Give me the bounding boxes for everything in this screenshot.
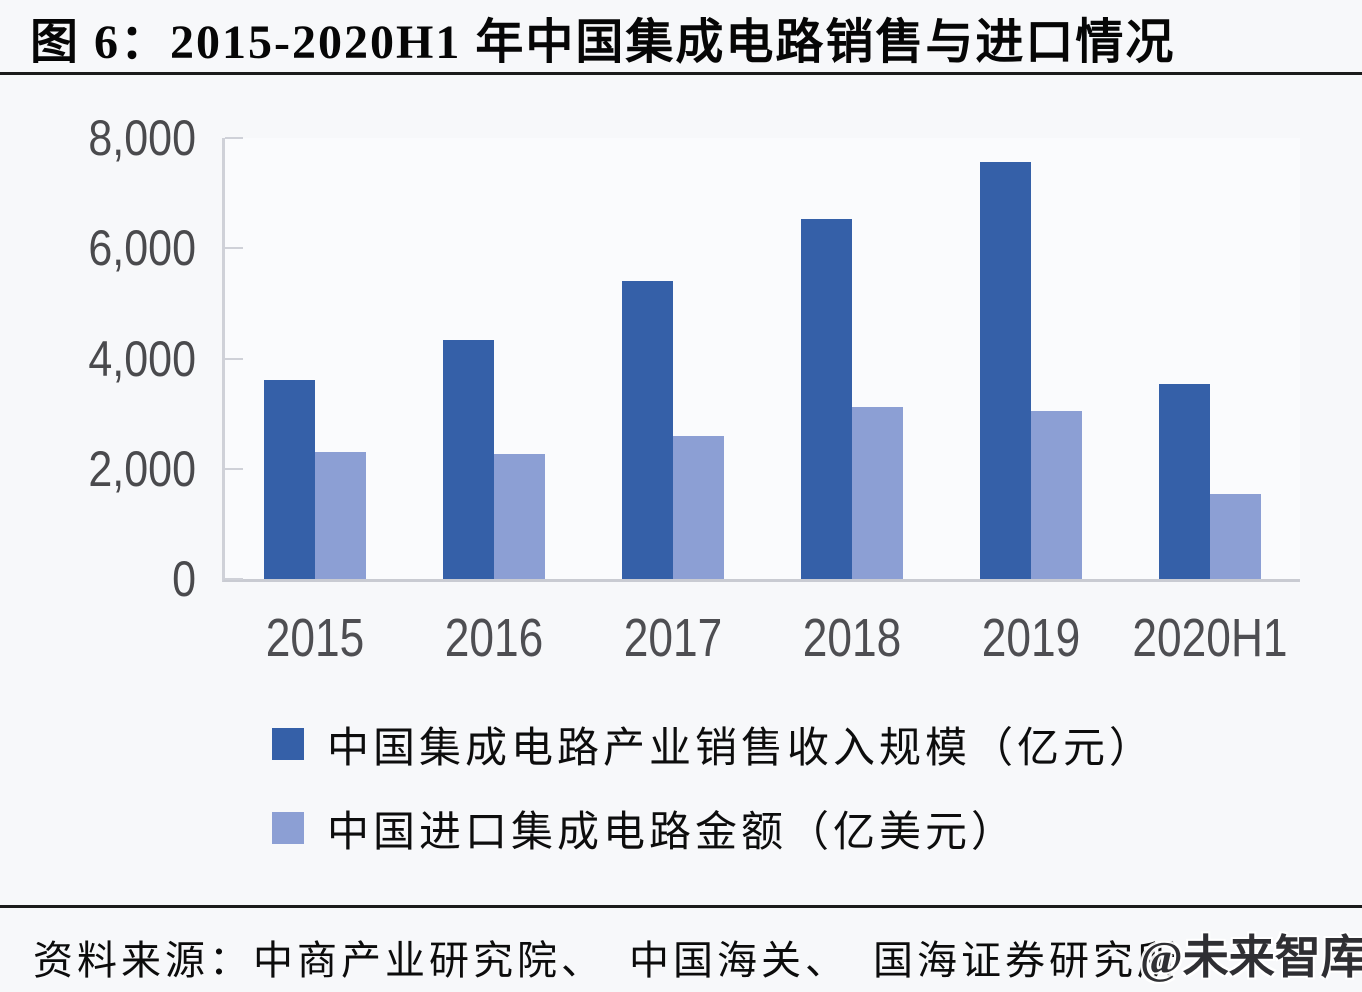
legend-item-sales: 中国集成电路产业销售收入规模（亿元） xyxy=(272,712,1155,776)
chart-legend: 中国集成电路产业销售收入规模（亿元） 中国进口集成电路金额（亿美元） xyxy=(272,712,1155,880)
bar-imports-2017 xyxy=(672,435,724,579)
y-axis-tick xyxy=(225,357,243,360)
source-line: 资料来源：中商产业研究院、 中国海关、 国海证券研究所 xyxy=(33,938,1181,983)
x-tick-label: 2015 xyxy=(265,608,364,668)
y-tick-label: 2,000 xyxy=(88,440,196,497)
x-tick-label: 2018 xyxy=(802,608,902,668)
title-divider xyxy=(0,72,1362,75)
x-axis-labels: 2015 2016 2017 2018 2019 2020H1 xyxy=(225,606,1300,676)
bar-sales-2017 xyxy=(621,280,673,579)
bar-sales-2020H1 xyxy=(1159,383,1211,579)
bar-sales-2019 xyxy=(980,162,1032,579)
plot-area xyxy=(222,137,1300,582)
figure-title: 图 6：2015-2020H1 年中国集成电路销售与进口情况 xyxy=(30,16,1176,69)
x-tick-label: 2020H1 xyxy=(1132,608,1288,668)
bar-imports-2020H1 xyxy=(1210,493,1262,579)
bar-imports-2019 xyxy=(1031,410,1083,579)
source-divider xyxy=(0,905,1362,908)
bar-sales-2018 xyxy=(801,218,853,579)
y-tick-label: 4,000 xyxy=(88,330,196,387)
legend-item-imports: 中国进口集成电路金额（亿美元） xyxy=(272,796,1155,860)
legend-label-imports: 中国进口集成电路金额（亿美元） xyxy=(327,809,1018,856)
y-axis-tick xyxy=(225,578,243,580)
x-tick-label: 2019 xyxy=(981,608,1081,668)
y-axis-tick xyxy=(225,137,243,139)
bar-imports-2016 xyxy=(493,453,545,579)
x-tick-label: 2016 xyxy=(444,608,544,668)
bar-sales-2016 xyxy=(442,339,494,579)
legend-swatch-imports xyxy=(272,812,304,844)
y-axis-tick xyxy=(225,247,243,250)
watermark: @未来智库 xyxy=(1140,932,1362,983)
bar-imports-2018 xyxy=(852,406,904,579)
bar-sales-2015 xyxy=(263,380,315,579)
x-tick-label: 2017 xyxy=(623,608,723,668)
legend-label-sales: 中国集成电路产业销售收入规模（亿元） xyxy=(327,725,1156,772)
y-axis-tick xyxy=(225,467,243,470)
y-axis-labels: 0 2,000 4,000 6,000 8,000 xyxy=(0,110,196,607)
y-tick-label: 6,000 xyxy=(88,220,196,277)
y-tick-label: 8,000 xyxy=(88,110,196,166)
legend-swatch-sales xyxy=(272,728,304,760)
bar-imports-2015 xyxy=(314,451,366,579)
y-tick-label: 0 xyxy=(172,551,196,607)
